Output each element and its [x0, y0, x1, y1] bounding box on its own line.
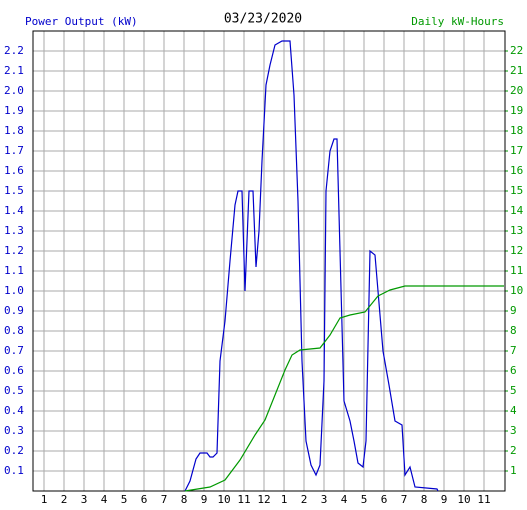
y-tick-label: 0.7 — [4, 344, 24, 357]
y-axis-label: Power Output (kW) — [25, 15, 138, 28]
y2-tick-label: 20 — [510, 84, 523, 97]
chart-title: 03/23/2020 — [224, 12, 302, 27]
x-tick-label: 8 — [181, 493, 188, 506]
y2-tick-label: 11 — [510, 264, 523, 277]
y-tick-label: 1.5 — [4, 184, 24, 197]
y-tick-label: 1.4 — [4, 204, 24, 217]
y2-tick-label: 5 — [510, 384, 517, 397]
y2-tick-label: 15 — [510, 184, 523, 197]
y-tick-label: 0.8 — [4, 324, 24, 337]
y-tick-label: 2.0 — [4, 84, 24, 97]
x-tick-label: 7 — [161, 493, 168, 506]
y-tick-label: 0.2 — [4, 444, 24, 457]
x-tick-label: 5 — [121, 493, 128, 506]
y2-tick-label: 19 — [510, 104, 523, 117]
y2-tick-label: 13 — [510, 224, 523, 237]
y-tick-label: 1.6 — [4, 164, 24, 177]
y-tick-label: 2.2 — [4, 44, 24, 57]
y2-tick-label: 17 — [510, 144, 523, 157]
y2-tick-label: 12 — [510, 244, 523, 257]
y-tick-label: 1.0 — [4, 284, 24, 297]
y2-tick-label: 22 — [510, 44, 523, 57]
y-tick-label: 0.9 — [4, 304, 24, 317]
x-tick-label: 4 — [341, 493, 348, 506]
y-tick-label: 0.6 — [4, 364, 24, 377]
x-tick-label: 5 — [361, 493, 368, 506]
x-tick-label: 2 — [301, 493, 308, 506]
y-tick-label: 1.2 — [4, 244, 24, 257]
x-tick-label: 3 — [321, 493, 328, 506]
y-tick-label: 1.8 — [4, 124, 24, 137]
plot-border — [32, 30, 506, 492]
y2-tick-label: 21 — [510, 64, 523, 77]
x-tick-label: 11 — [237, 493, 250, 506]
line-series — [184, 285, 504, 492]
y-tick-label: 0.3 — [4, 424, 24, 437]
y2-tick-label: 7 — [510, 344, 517, 357]
y2-tick-label: 10 — [510, 284, 523, 297]
x-tick-label: 9 — [441, 493, 448, 506]
x-tick-label: 1 — [281, 493, 288, 506]
y2-tick-label: 14 — [510, 204, 524, 217]
y2-tick-label: 2 — [510, 444, 517, 457]
y2-tick-label: 1 — [510, 464, 517, 477]
y2-tick-label: 6 — [510, 364, 517, 377]
y2-axis-label: Daily kW-Hours — [411, 15, 504, 28]
x-tick-label: 3 — [81, 493, 88, 506]
x-tick-label: 6 — [141, 493, 148, 506]
x-tick-label: 4 — [101, 493, 108, 506]
x-tick-label: 6 — [381, 493, 388, 506]
y2-tick-label: 3 — [510, 424, 517, 437]
x-tick-label: 12 — [257, 493, 270, 506]
y-tick-label: 2.1 — [4, 64, 24, 77]
x-tick-label: 1 — [41, 493, 48, 506]
x-tick-label: 11 — [477, 493, 490, 506]
y2-tick-label: 4 — [510, 404, 517, 417]
y2-tick-label: 8 — [510, 324, 517, 337]
y-tick-label: 0.5 — [4, 384, 24, 397]
y-tick-label: 1.1 — [4, 264, 24, 277]
x-tick-label: 2 — [61, 493, 68, 506]
x-tick-label: 9 — [201, 493, 208, 506]
y2-tick-label: 16 — [510, 164, 523, 177]
x-tick-label: 10 — [457, 493, 470, 506]
y-tick-label: 0.4 — [4, 404, 24, 417]
y-tick-label: 1.3 — [4, 224, 24, 237]
y2-tick-label: 18 — [510, 124, 523, 137]
x-tick-label: 10 — [217, 493, 230, 506]
line-series — [184, 40, 439, 492]
y-tick-label: 1.9 — [4, 104, 24, 117]
x-tick-label: 7 — [401, 493, 408, 506]
y-tick-label: 1.7 — [4, 144, 24, 157]
x-tick-label: 8 — [421, 493, 428, 506]
y-tick-label: 0.1 — [4, 464, 24, 477]
y2-tick-label: 9 — [510, 304, 517, 317]
